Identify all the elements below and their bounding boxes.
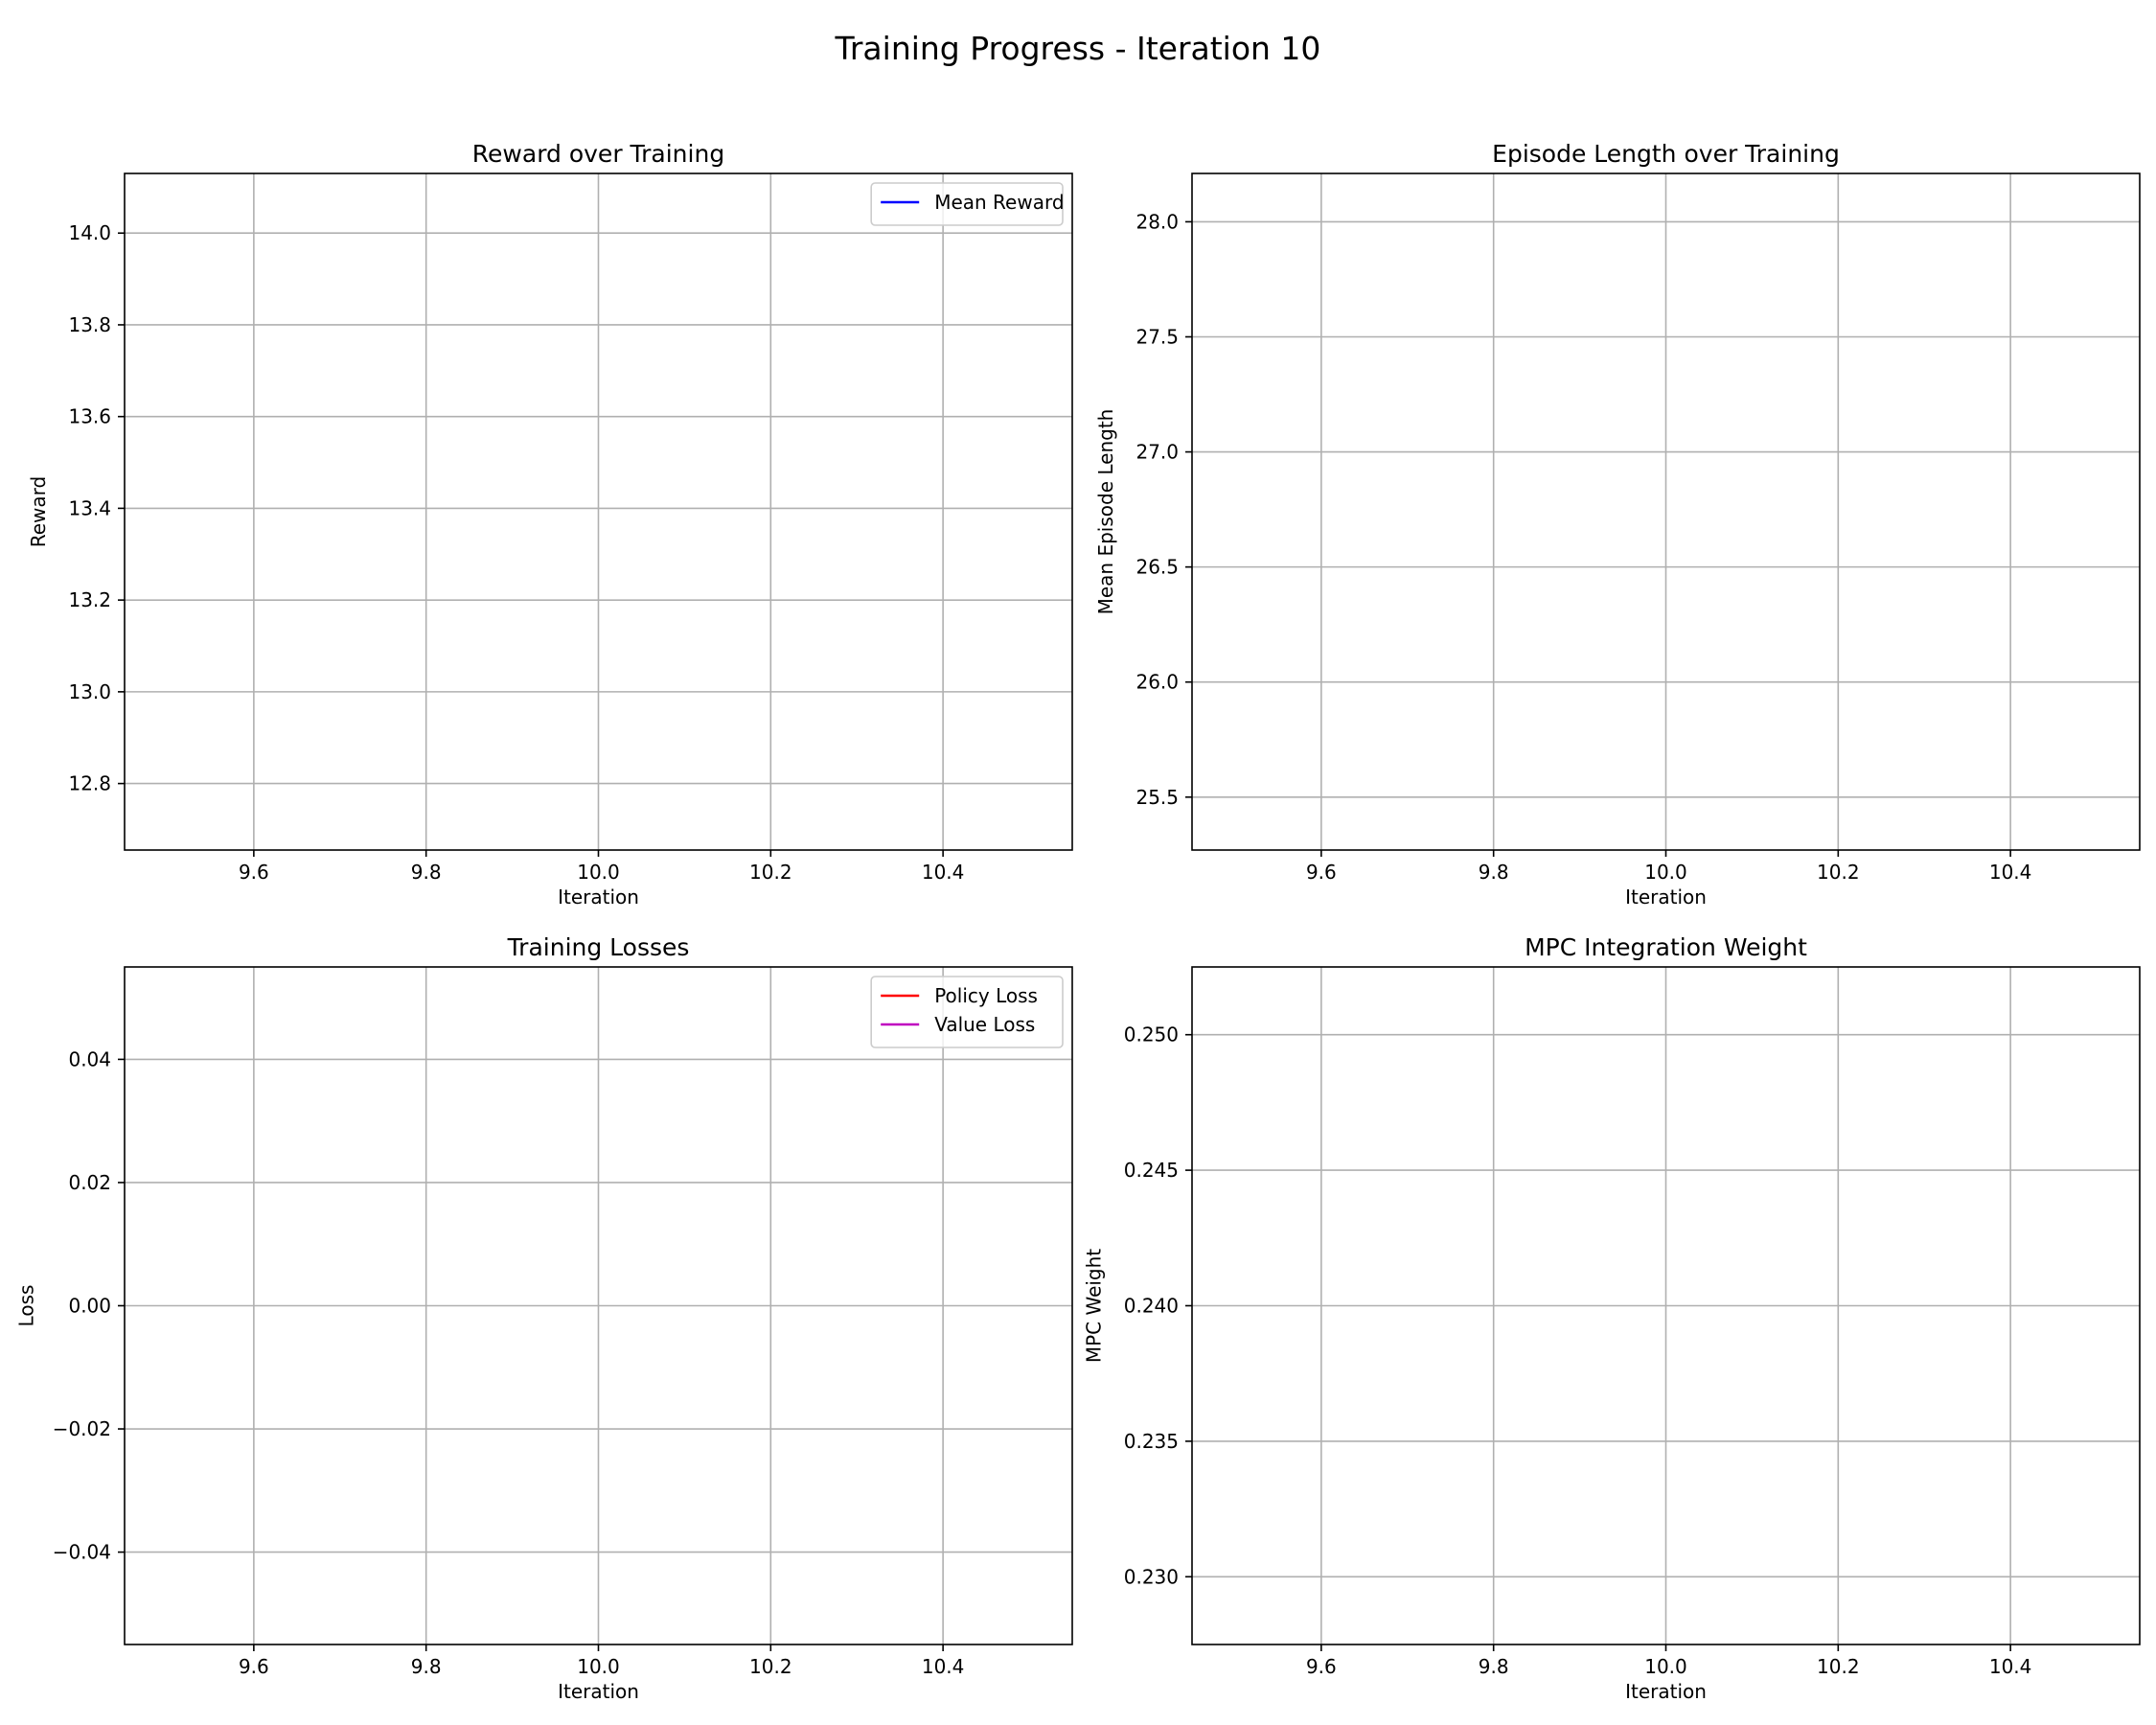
reward-legend: Mean Reward <box>870 182 1065 226</box>
reward-axes: 9.6 9.8 10.0 10.2 10.4 12.8 13.0 13.2 13.4 13.6 13… <box>27 140 1073 908</box>
mpc-weight-axes: 9.6 9.8 10.0 10.2 10.4 0.230 0.235 0.240 0.245 0.… <box>1083 933 2141 1703</box>
reward-x-tick-label: 10.2 <box>749 861 792 884</box>
losses-x-tick-label: 9.8 <box>411 1655 442 1678</box>
losses-y-tick-label: 0.04 <box>68 1047 111 1070</box>
reward-y-tick-label: 12.8 <box>68 772 111 795</box>
losses-y-tick-label: 0.02 <box>68 1171 111 1194</box>
mpc-weight-x-tick-label: 10.0 <box>1644 1655 1687 1678</box>
episode-length-y-tick-label: 25.5 <box>1135 786 1179 809</box>
losses-y-axis-label: Loss <box>15 1285 38 1327</box>
mpc-weight-y-tick-label: 0.245 <box>1124 1159 1179 1182</box>
losses-y-tick-label: −0.02 <box>53 1417 111 1440</box>
losses-x-tick-label: 10.0 <box>577 1655 620 1678</box>
losses-legend-label-1: Value Loss <box>934 1013 1035 1036</box>
mpc-weight-y-tick-label: 0.230 <box>1124 1565 1179 1588</box>
reward-x-tick-label: 9.6 <box>239 861 269 884</box>
episode-length-x-tick-label: 10.2 <box>1817 861 1860 884</box>
mpc-weight-title: MPC Integration Weight <box>1525 933 1807 961</box>
losses-legend-box <box>870 976 1064 1048</box>
reward-y-tick-label: 13.0 <box>68 680 111 703</box>
figure-suptitle: Training Progress - Iteration 10 <box>835 30 1321 67</box>
episode-length-y-axis-label: Mean Episode Length <box>1094 409 1117 615</box>
reward-x-tick-label: 9.8 <box>411 861 442 884</box>
reward-y-tick-label: 13.4 <box>68 496 111 519</box>
losses-title: Training Losses <box>507 933 690 961</box>
episode-length-y-tick-label: 26.0 <box>1135 671 1179 694</box>
reward-title: Reward over Training <box>472 140 724 168</box>
reward-y-tick-label: 13.6 <box>68 405 111 428</box>
episode-length-x-tick-label: 10.0 <box>1644 861 1687 884</box>
reward-x-axis-label: Iteration <box>558 886 639 908</box>
episode-length-x-axis-label: Iteration <box>1625 886 1707 908</box>
reward-x-tick-label: 10.4 <box>922 861 965 884</box>
mpc-weight-x-tick-label: 9.8 <box>1479 1655 1509 1678</box>
reward-y-tick-label: 13.8 <box>68 313 111 336</box>
mpc-weight-x-tick-label: 9.6 <box>1306 1655 1337 1678</box>
episode-length-title: Episode Length over Training <box>1492 140 1840 168</box>
episode-length-x-tick-label: 10.4 <box>1989 861 2032 884</box>
reward-legend-label-0: Mean Reward <box>934 191 1064 214</box>
mpc-weight-x-tick-label: 10.2 <box>1817 1655 1860 1678</box>
episode-length-x-tick-label: 9.6 <box>1306 861 1337 884</box>
reward-legend-box <box>870 182 1064 226</box>
losses-x-axis-label: Iteration <box>558 1680 639 1703</box>
mpc-weight-y-axis-label: MPC Weight <box>1083 1249 1106 1363</box>
episode-length-y-tick-label: 27.0 <box>1135 441 1179 464</box>
losses-x-tick-label: 10.4 <box>922 1655 965 1678</box>
episode-length-y-tick-label: 28.0 <box>1135 210 1179 233</box>
mpc-weight-y-tick-label: 0.235 <box>1124 1430 1179 1453</box>
losses-legend-label-0: Policy Loss <box>934 984 1038 1007</box>
episode-length-y-tick-label: 27.5 <box>1135 325 1179 348</box>
mpc-weight-x-tick-label: 10.4 <box>1989 1655 2032 1678</box>
losses-legend: Policy Loss Value Loss <box>870 976 1064 1048</box>
episode-length-x-tick-label: 9.8 <box>1479 861 1509 884</box>
losses-x-tick-label: 10.2 <box>749 1655 792 1678</box>
episode-length-y-tick-label: 26.5 <box>1135 556 1179 579</box>
reward-y-tick-label: 14.0 <box>68 221 111 244</box>
losses-x-tick-label: 9.6 <box>239 1655 269 1678</box>
reward-y-tick-label: 13.2 <box>68 588 111 611</box>
losses-y-tick-label: 0.00 <box>68 1295 111 1318</box>
episode-length-axes: 9.6 9.8 10.0 10.2 10.4 25.5 26.0 26.5 27.0 27.5 28… <box>1094 140 2141 908</box>
losses-y-tick-label: −0.04 <box>53 1541 111 1564</box>
mpc-weight-y-tick-label: 0.250 <box>1124 1024 1179 1046</box>
mpc-weight-x-axis-label: Iteration <box>1625 1680 1707 1703</box>
reward-y-axis-label: Reward <box>27 476 50 547</box>
mpc-weight-y-tick-label: 0.240 <box>1124 1295 1179 1318</box>
reward-x-tick-label: 10.0 <box>577 861 620 884</box>
losses-axes: 9.6 9.8 10.0 10.2 10.4 −0.04 −0.02 0.00 0.02 0.04… <box>15 933 1073 1703</box>
